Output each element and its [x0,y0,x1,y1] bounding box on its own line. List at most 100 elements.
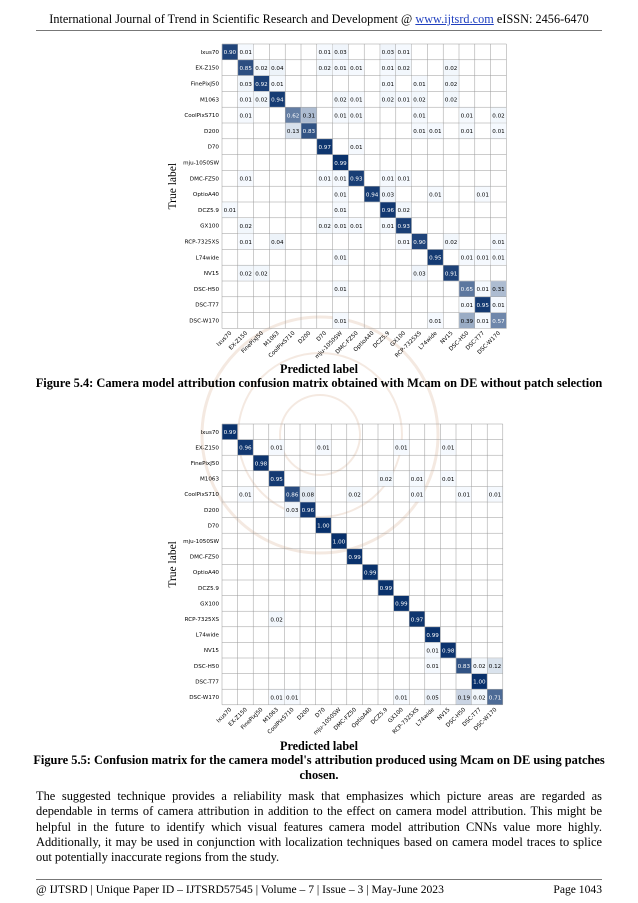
matrix-cell-value: 0.01 [492,129,505,135]
matrix-cell [396,202,412,218]
matrix-cell [348,170,364,186]
matrix-cell-value: 0.01 [461,113,474,119]
matrix-cell [411,75,428,92]
matrix-cell [393,689,409,705]
matrix-cell-value: 0.83 [458,664,471,670]
y-tick-label: OptioA40 [193,192,220,198]
journal-logo-watermark [200,315,440,555]
matrix-cell [300,502,316,518]
matrix-cell-value: 0.02 [270,617,282,623]
matrix-cell-value: 0.19 [458,695,471,701]
y-tick-label: DCZ5.9 [198,208,219,214]
matrix-cell-value: 0.01 [461,256,474,262]
matrix-cell-value: 0.96 [302,508,315,514]
matrix-cell-value: 0.90 [224,50,237,56]
matrix-cell [440,439,456,455]
matrix-cell-value: 0.02 [255,66,267,72]
matrix-cell [475,312,491,329]
figure-2-xlabel: Predicted label [280,739,358,753]
journal-name: International Journal of Trend in Scient… [49,12,416,26]
matrix-cell [269,75,285,92]
matrix-cell [332,186,349,202]
matrix-cell-value: 0.01 [271,82,284,88]
matrix-cell [490,233,507,250]
matrix-cell [380,218,396,234]
matrix-cell-value: 0.97 [411,617,424,623]
matrix-cell-value: 0.01 [239,50,252,56]
y-tick-label: NV15 [204,648,220,654]
matrix-cell [380,60,396,76]
y-tick-label: DSC-T77 [195,679,219,685]
matrix-cell-value: 0.08 [302,493,315,499]
header-rule [36,30,602,31]
matrix-cell-value: 1.00 [317,524,330,530]
matrix-cell-value: 0.01 [413,113,426,119]
matrix-cell-value: 0.95 [429,256,442,262]
matrix-cell [238,44,254,60]
running-header: International Journal of Trend in Scient… [0,12,638,27]
matrix-cell-value: 0.01 [442,477,455,483]
matrix-cell [459,249,475,265]
matrix-cell [317,218,333,234]
matrix-cell [425,658,441,674]
matrix-cell-value: 0.01 [489,493,502,499]
matrix-cell-value: 0.01 [334,319,347,325]
matrix-cell-value: 0.01 [476,319,489,325]
matrix-cell [285,107,301,123]
matrix-cell [425,689,441,705]
matrix-cell [332,60,349,76]
matrix-cell [440,471,456,487]
footer-rule [36,879,602,880]
matrix-cell [427,249,443,265]
matrix-cell [332,44,349,60]
matrix-cell-value: 0.99 [224,430,237,436]
matrix-cell-value: 0.01 [334,208,347,214]
matrix-cell [332,107,349,123]
matrix-cell [269,60,285,76]
y-tick-label: D70 [208,523,220,529]
matrix-cell [253,265,270,281]
matrix-cell [269,91,285,107]
matrix-cell [348,91,364,107]
matrix-cell-value: 0.83 [303,129,316,135]
figure-1-confusion-matrix: 0.90 0.01 0.01 0.03 0.03 0.010.85 0.02 0.04 0.02… [167,43,507,360]
matrix-cell-value: 0.02 [445,82,457,88]
matrix-cell-value: 0.01 [270,695,283,701]
figure-2-caption: Figure 5.5: Confusion matrix for the cam… [33,753,605,782]
matrix-cell-value: 0.02 [413,98,425,104]
matrix-cell-value: 0.01 [395,446,408,452]
matrix-cell-value: 1.00 [473,680,486,686]
y-tick-label: DMC-FZ50 [190,176,220,182]
matrix-cell [332,218,349,234]
matrix-cell [487,486,503,502]
matrix-cell-value: 0.01 [442,446,455,452]
matrix-cell [409,471,425,487]
matrix-cell-value: 0.02 [318,224,330,230]
matrix-cell-value: 0.98 [442,649,455,655]
matrix-cell [332,312,349,329]
y-tick-label: DSC-H50 [194,287,220,293]
y-tick-label: DSC-T77 [195,303,219,309]
matrix-cell [490,123,507,139]
y-tick-label: EX-Z150 [195,66,219,72]
matrix-cell-value: 0.01 [334,287,347,293]
y-tick-label: GX100 [200,224,219,230]
matrix-cell-value: 0.13 [287,129,300,135]
y-tick-label: EX-Z150 [195,445,219,451]
y-tick-label: L74wide [196,255,220,261]
matrix-cell-value: 0.01 [397,98,410,104]
matrix-cell [443,91,459,107]
matrix-cell-value: 0.02 [445,240,457,246]
y-tick-label: DSC-H50 [194,664,220,670]
matrix-cell-value: 0.04 [271,240,284,246]
matrix-cell [332,91,349,107]
matrix-cell [380,91,396,107]
matrix-cell-value: 0.01 [334,224,347,230]
matrix-cell-value: 0.95 [270,477,283,483]
matrix-cell-value: 0.01 [239,113,252,119]
y-tick-label: DMC-FZ50 [190,555,220,561]
journal-url-link[interactable]: www.ijtsrd.com [415,12,494,26]
y-tick-label: GX100 [200,601,219,607]
matrix-cell [347,549,363,565]
matrix-cell-value: 0.92 [255,82,267,88]
